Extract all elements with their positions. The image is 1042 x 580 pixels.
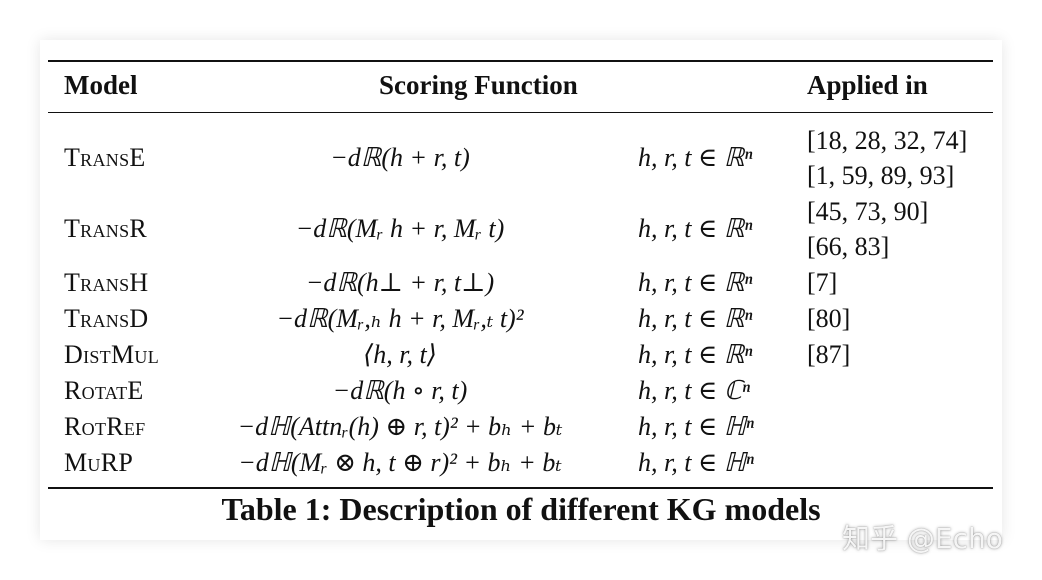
model-name: DistMul xyxy=(64,340,159,369)
reference-citation: [80] xyxy=(807,304,851,333)
table-header-rule xyxy=(48,112,993,113)
table-row: DistMul ⟨h, r, t⟩ h, r, t ∈ ℝⁿ [87] xyxy=(0,337,1042,373)
embedding-space: h, r, t ∈ ℝⁿ xyxy=(638,143,753,172)
table-row: RotatE −dℝ(h ∘ r, t) h, r, t ∈ ℂⁿ xyxy=(0,373,1042,409)
scoring-function: −dℝ(Mᵣ h + r, Mᵣ t) xyxy=(295,214,505,243)
table-row: RotRef −dℍ(Attnᵣ(h) ⊕ r, t)² + bₕ + bₜ h… xyxy=(0,409,1042,445)
embedding-space: h, r, t ∈ ℍⁿ xyxy=(638,448,754,477)
scoring-function: −dℍ(Attnᵣ(h) ⊕ r, t)² + bₕ + bₜ xyxy=(237,412,563,441)
reference-citation: [87] xyxy=(807,340,851,369)
reference-citation: [66, 83] xyxy=(807,232,890,261)
header-applied-in: Applied in xyxy=(807,70,928,100)
scoring-function: −dℝ(h + r, t) xyxy=(330,143,470,172)
scoring-function: −dℝ(Mᵣ,ₕ h + r, Mᵣ,ₜ t)² xyxy=(276,304,524,333)
table-caption: Table 1: Description of different KG mod… xyxy=(221,491,821,527)
embedding-space: h, r, t ∈ ℝⁿ xyxy=(638,214,753,243)
reference-citation: [7] xyxy=(807,268,838,297)
model-name: TransR xyxy=(64,214,148,243)
table-row: TransD −dℝ(Mᵣ,ₕ h + r, Mᵣ,ₜ t)² h, r, t … xyxy=(0,301,1042,337)
scoring-function: ⟨h, r, t⟩ xyxy=(363,340,437,369)
table-row: TransR −dℝ(Mᵣ h + r, Mᵣ t) h, r, t ∈ ℝⁿ xyxy=(0,211,1042,247)
table-row: MuRP −dℍ(Mᵣ ⊗ h, t ⊕ r)² + bₕ + bₜ h, r,… xyxy=(0,445,1042,481)
scoring-function: −dℝ(h⊥ + r, t⊥) xyxy=(305,268,495,297)
table-row: TransH −dℝ(h⊥ + r, t⊥) h, r, t ∈ ℝⁿ [7] xyxy=(0,265,1042,301)
embedding-space: h, r, t ∈ ℝⁿ xyxy=(638,268,753,297)
header-scoring-function: Scoring Function xyxy=(379,70,578,100)
zhihu-watermark: 知乎 @Echo xyxy=(842,522,1003,555)
embedding-space: h, r, t ∈ ℝⁿ xyxy=(638,340,753,369)
embedding-space: h, r, t ∈ ℂⁿ xyxy=(638,376,751,405)
model-name: TransE xyxy=(64,143,146,172)
table-top-rule xyxy=(48,60,993,62)
reference-citation: [45, 73, 90] xyxy=(807,197,929,226)
header-model: Model xyxy=(64,70,138,100)
model-name: RotRef xyxy=(64,412,146,441)
model-name: RotatE xyxy=(64,376,144,405)
model-name: TransD xyxy=(64,304,149,333)
scoring-function: −dℝ(h ∘ r, t) xyxy=(332,376,468,405)
model-name: TransH xyxy=(64,268,149,297)
model-name: MuRP xyxy=(64,448,134,477)
embedding-space: h, r, t ∈ ℍⁿ xyxy=(638,412,754,441)
table-bottom-rule xyxy=(48,487,993,489)
embedding-space: h, r, t ∈ ℝⁿ xyxy=(638,304,753,333)
figure-card xyxy=(40,40,1002,540)
reference-citation: [1, 59, 89, 93] xyxy=(807,161,955,190)
reference-citation: [18, 28, 32, 74] xyxy=(807,126,968,155)
table-row: TransE −dℝ(h + r, t) h, r, t ∈ ℝⁿ xyxy=(0,140,1042,176)
scoring-function: −dℍ(Mᵣ ⊗ h, t ⊕ r)² + bₕ + bₜ xyxy=(238,448,562,477)
